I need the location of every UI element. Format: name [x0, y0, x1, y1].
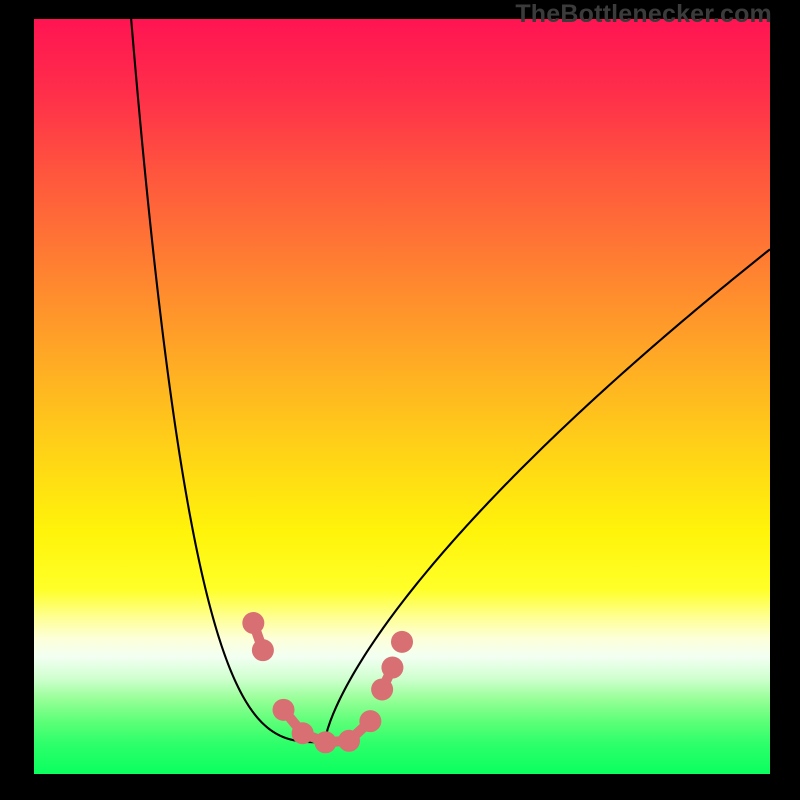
watermark-text: TheBottlenecker.com	[515, 0, 772, 29]
marker-dot	[359, 710, 381, 732]
marker-dot	[292, 722, 314, 744]
marker-dot	[371, 678, 393, 700]
marker-dot	[242, 612, 264, 634]
marker-group	[242, 612, 413, 753]
chart-container: TheBottlenecker.com	[0, 0, 800, 800]
curve-layer	[34, 19, 770, 774]
bottleneck-curve	[131, 19, 770, 742]
marker-dot	[252, 639, 274, 661]
marker-dot	[273, 699, 295, 721]
marker-dot	[391, 631, 413, 653]
plot-area	[34, 19, 770, 774]
marker-dot	[381, 657, 403, 679]
marker-dot	[314, 731, 336, 753]
marker-dot	[338, 730, 360, 752]
